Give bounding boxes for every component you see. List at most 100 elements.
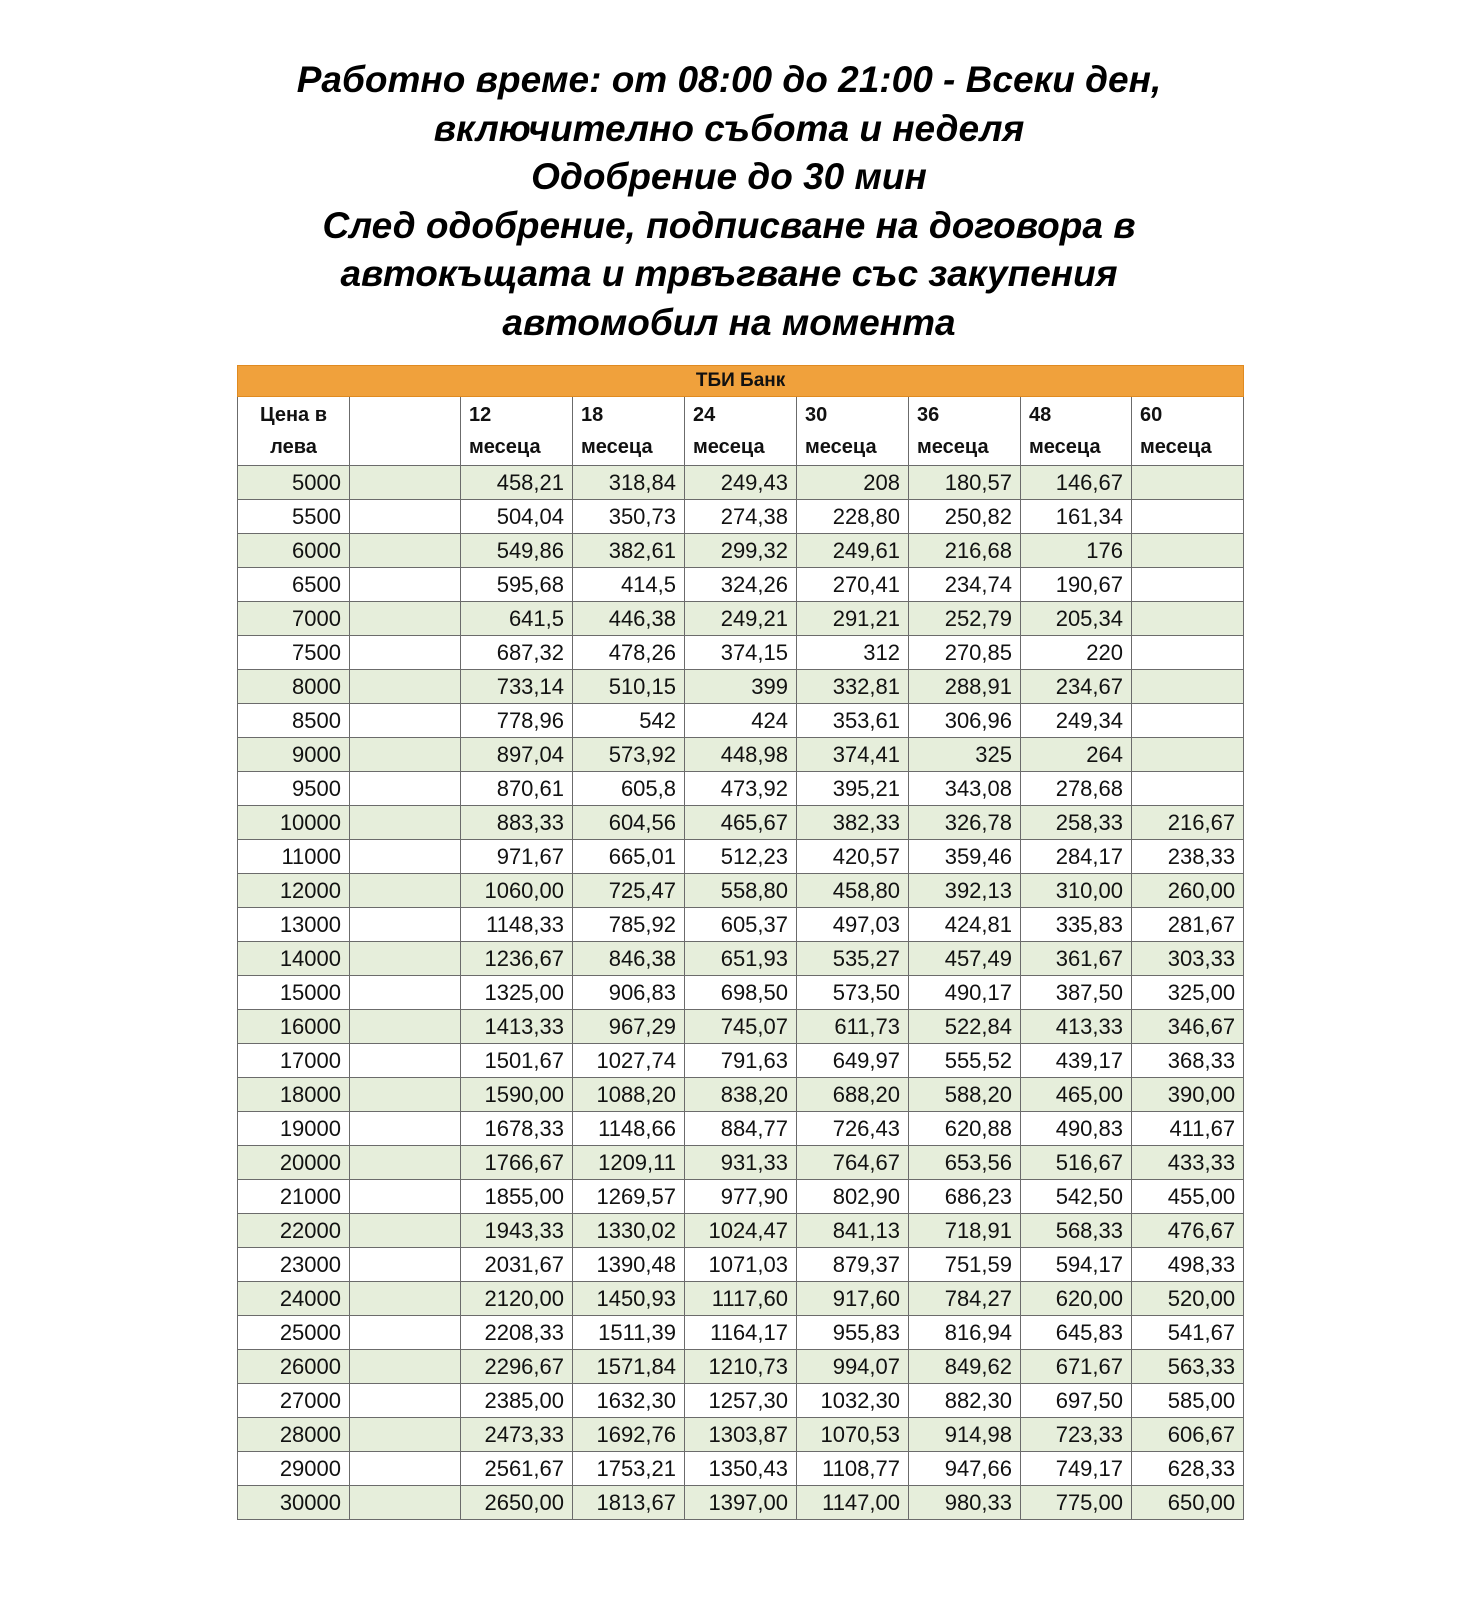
payment-cell: 399 [684,669,797,704]
payment-cell: 1269,57 [572,1179,685,1214]
payment-cell: 931,33 [684,1145,797,1180]
payment-cell: 249,43 [684,465,797,500]
payment-cell: 555,52 [908,1043,1021,1078]
payment-cell: 411,67 [1130,1111,1245,1146]
payment-cell: 332,81 [796,669,909,704]
payment-cell [349,1009,461,1044]
payment-cell: 306,96 [908,703,1021,738]
price-cell: 13000 [237,907,350,942]
column-header: 12 месеца [460,396,573,466]
price-cell: 9000 [237,737,350,772]
price-cell: 8000 [237,669,350,704]
payment-cell: 1070,53 [796,1417,909,1452]
payment-cell: 917,60 [796,1281,909,1316]
price-cell: 16000 [237,1009,350,1044]
price-cell: 27000 [237,1383,350,1418]
payment-cell: 1450,93 [572,1281,685,1316]
payment-cell [349,1281,461,1316]
table-row: 7500 687,32 478,26 374,15 312 270,85 220 [237,635,1245,670]
payment-cell: 299,32 [684,533,797,568]
payment-cell: 650,00 [1130,1485,1245,1520]
price-cell: 10000 [237,805,350,840]
payment-cell: 1088,20 [572,1077,685,1112]
payment-cell: 605,37 [684,907,797,942]
payment-cell: 252,79 [908,601,1021,636]
payment-cell: 1024,47 [684,1213,797,1248]
header-line: 48 [1029,404,1052,426]
payment-cell: 457,49 [908,941,1021,976]
header-line: 36 [917,404,940,426]
payment-cell: 906,83 [572,975,685,1010]
price-cell: 29000 [237,1451,350,1486]
payment-cell [349,499,461,534]
payment-cell: 595,68 [460,567,573,602]
price-cell: 7000 [237,601,350,636]
payment-cell: 420,57 [796,839,909,874]
payment-cell: 841,13 [796,1213,909,1248]
table-row: 16000 1413,33 967,29 745,07 611,73 522,84 413,… [237,1009,1245,1044]
payment-cell: 516,67 [1020,1145,1132,1180]
payment-cell: 1027,74 [572,1043,685,1078]
payment-cell: 264 [1020,737,1132,772]
table-row: 18000 1590,00 1088,20 838,20 688,20 588,20 465… [237,1077,1245,1112]
table-row: 22000 1943,33 1330,02 1024,47 841,13 718,91 56… [237,1213,1245,1248]
payment-cell: 884,77 [684,1111,797,1146]
price-cell: 23000 [237,1247,350,1282]
payment-cell: 641,5 [460,601,573,636]
table-row: 10000 883,33 604,56 465,67 382,33 326,78 258,3… [237,805,1245,840]
payment-cell: 649,97 [796,1043,909,1078]
payment-cell: 284,17 [1020,839,1132,874]
payment-cell: 628,33 [1130,1451,1245,1486]
payment-cell: 653,56 [908,1145,1021,1180]
payment-cell: 414,5 [572,567,685,602]
payment-cell: 620,00 [1020,1281,1132,1316]
payment-cell: 238,33 [1130,839,1245,874]
payment-cell: 718,91 [908,1213,1021,1248]
payment-cell: 512,23 [684,839,797,874]
table-row: 12000 1060,00 725,47 558,80 458,80 392,13 310,… [237,873,1245,908]
payment-cell: 745,07 [684,1009,797,1044]
payment-cell: 433,33 [1130,1145,1245,1180]
payment-cell: 387,50 [1020,975,1132,1010]
payment-cell: 374,41 [796,737,909,772]
payment-cell: 176 [1020,533,1132,568]
payment-cell: 802,90 [796,1179,909,1214]
column-header: 24 месеца [684,396,797,466]
payment-cell [349,601,461,636]
payment-cell: 542 [572,703,685,738]
header-line: 24 [693,404,716,426]
payment-cell: 270,41 [796,567,909,602]
header-line: 60 [1140,404,1163,426]
payment-cell [349,737,461,772]
table-row: 5500 504,04 350,73 274,38 228,80 250,82 161,34 [237,499,1245,534]
payment-cell: 1678,33 [460,1111,573,1146]
payment-cell: 1325,00 [460,975,573,1010]
payment-cell: 1753,21 [572,1451,685,1486]
payment-cell: 688,20 [796,1077,909,1112]
payment-cell: 573,50 [796,975,909,1010]
price-cell: 8500 [237,703,350,738]
payment-cell: 1210,73 [684,1349,797,1384]
header-line: 18 [581,404,604,426]
payment-cell: 870,61 [460,771,573,806]
payment-cell [349,839,461,874]
price-cell: 11000 [237,839,350,874]
payment-cell [349,669,461,704]
title-line: автомобил на момента [502,301,956,343]
payment-cell: 180,57 [908,465,1021,500]
price-cell: 19000 [237,1111,350,1146]
payment-cell [1130,737,1245,772]
payment-cell: 971,67 [460,839,573,874]
payment-cell: 791,63 [684,1043,797,1078]
payment-cell: 353,61 [796,703,909,738]
payment-cell: 278,68 [1020,771,1132,806]
payment-cell: 1632,30 [572,1383,685,1418]
payment-cell: 234,67 [1020,669,1132,704]
table-row: 26000 2296,67 1571,84 1210,73 994,07 849,62 67… [237,1349,1245,1384]
table-row: 5000 458,21 318,84 249,43 208 180,57 146,67 [237,465,1245,500]
payment-cell: 549,86 [460,533,573,568]
table-row: 21000 1855,00 1269,57 977,90 802,90 686,23 542… [237,1179,1245,1214]
payment-cell: 697,50 [1020,1383,1132,1418]
payment-cell: 190,67 [1020,567,1132,602]
payment-cell: 764,67 [796,1145,909,1180]
